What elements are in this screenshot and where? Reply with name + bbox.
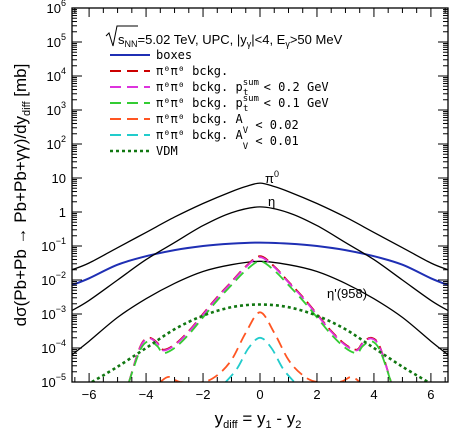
svg-text:π0: π0 (265, 169, 279, 186)
header-cut: |<4, E (251, 32, 285, 47)
legend-entry: π⁰π⁰ bckg. (156, 64, 228, 78)
series-pt01 (128, 260, 392, 382)
series-vdm (91, 303, 429, 382)
x-tick-label: −2 (196, 387, 211, 402)
x-tick-label: −4 (139, 387, 154, 402)
label-pi0-sup: 0 (274, 169, 279, 179)
series-boxes (72, 241, 448, 287)
header-y-sub: γ (247, 39, 252, 49)
series-eta (72, 206, 448, 312)
x-axis-title-one: 1 (266, 419, 272, 431)
x-axis-title-two: 2 (295, 419, 301, 431)
svg-text:dσ(Pb+Pb → Pb+Pb+γγ)/dydiff [m: dσ(Pb+Pb → Pb+Pb+γγ)/dydiff [mb] (11, 64, 33, 327)
y-tick-label: 106 (47, 0, 66, 16)
series-pt02 (128, 256, 392, 382)
y-axis-title: dσ(Pb+Pb → Pb+Pb+γγ)/dy (11, 115, 30, 326)
x-tick-label: 6 (427, 387, 434, 402)
series-pi0 (72, 182, 448, 271)
header-annotation: sNN=5.02 TeV, UPC, |yγ|<4, Eγ>50 MeV (105, 25, 343, 49)
sqrt-sign (105, 25, 138, 47)
y-tick-label: 10−5 (41, 372, 66, 390)
header-ecut: >50 MeV (290, 32, 343, 47)
legend-entry: π⁰π⁰ bckg. psum t < 0.1 GeV (156, 94, 329, 114)
x-axis-title-diff: diff (223, 419, 238, 431)
legend-entry: π⁰π⁰ bckg. AV < 0.02 (156, 112, 299, 136)
x-tick-label: 2 (313, 387, 320, 402)
label-pi0: π (265, 171, 274, 186)
legend-entry: π⁰π⁰ bckg. AV < 0.01 (156, 128, 299, 152)
y-tick-label: 102 (47, 134, 66, 152)
label-etaprime: η'(958) (327, 286, 367, 301)
x-tick-label: 0 (256, 387, 263, 402)
x-tick-label: 4 (370, 387, 377, 402)
svg-text:sNN=5.02 TeV, UPC, |yγ|<4, Eγ>: sNN=5.02 TeV, UPC, |yγ|<4, Eγ>50 MeV (118, 32, 343, 49)
x-axis-title-minus: - y (272, 409, 296, 428)
series-bckg (128, 255, 392, 382)
y-axis-title-sub: diff (21, 101, 33, 116)
series-etap (72, 260, 448, 356)
y-tick-label: 105 (47, 32, 66, 50)
label-eta: η (268, 194, 275, 209)
legend-entry: boxes (156, 48, 192, 62)
header-sqrt-sub: NN (125, 39, 138, 49)
y-tick-label: 104 (47, 66, 66, 84)
header-energy: =5.02 TeV, UPC, |y (138, 32, 248, 47)
legend-entry: VDM (156, 144, 178, 158)
y-axis-title-unit: [mb] (11, 64, 30, 102)
series-layer (72, 182, 448, 382)
header-sqrt: s (118, 32, 125, 47)
y-tick-label: 1 (59, 205, 66, 220)
y-tick-label: 10−3 (41, 304, 66, 322)
x-axis-title-eq: = y (238, 409, 266, 428)
y-tick-label: 10−1 (41, 236, 66, 254)
y-tick-label: 10 (52, 171, 66, 186)
y-tick-label: 10−2 (41, 270, 66, 288)
x-tick-label: −6 (82, 387, 97, 402)
series-av001 (225, 336, 295, 382)
y-tick-label: 10−4 (41, 338, 66, 356)
legend: boxes π⁰π⁰ bckg.π⁰π⁰ bckg. psum t < 0.2 Ge… (110, 48, 329, 158)
svg-text:ydiff = y1 - y2: ydiff = y1 - y2 (215, 409, 302, 431)
series-av002 (159, 311, 361, 382)
header-e-sub: γ (285, 39, 290, 49)
ticks-layer: −6 −4 −2 0 2 4 6 10−5 10−4 10−3 10−2 10−1 1 10 102 103 1… (41, 0, 448, 402)
legend-entry: π⁰π⁰ bckg. psum t < 0.2 GeV (156, 78, 329, 98)
plot-frame (71, 7, 449, 383)
y-tick-label: 103 (47, 100, 66, 118)
x-axis-title-y: y (215, 409, 224, 428)
